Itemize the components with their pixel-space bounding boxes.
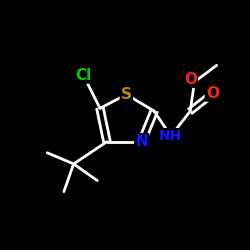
Text: Cl: Cl [75, 68, 92, 82]
Text: S: S [121, 87, 132, 102]
Text: NH: NH [159, 129, 182, 143]
Text: N: N [135, 134, 148, 149]
Text: O: O [206, 86, 219, 100]
Text: O: O [184, 72, 197, 87]
